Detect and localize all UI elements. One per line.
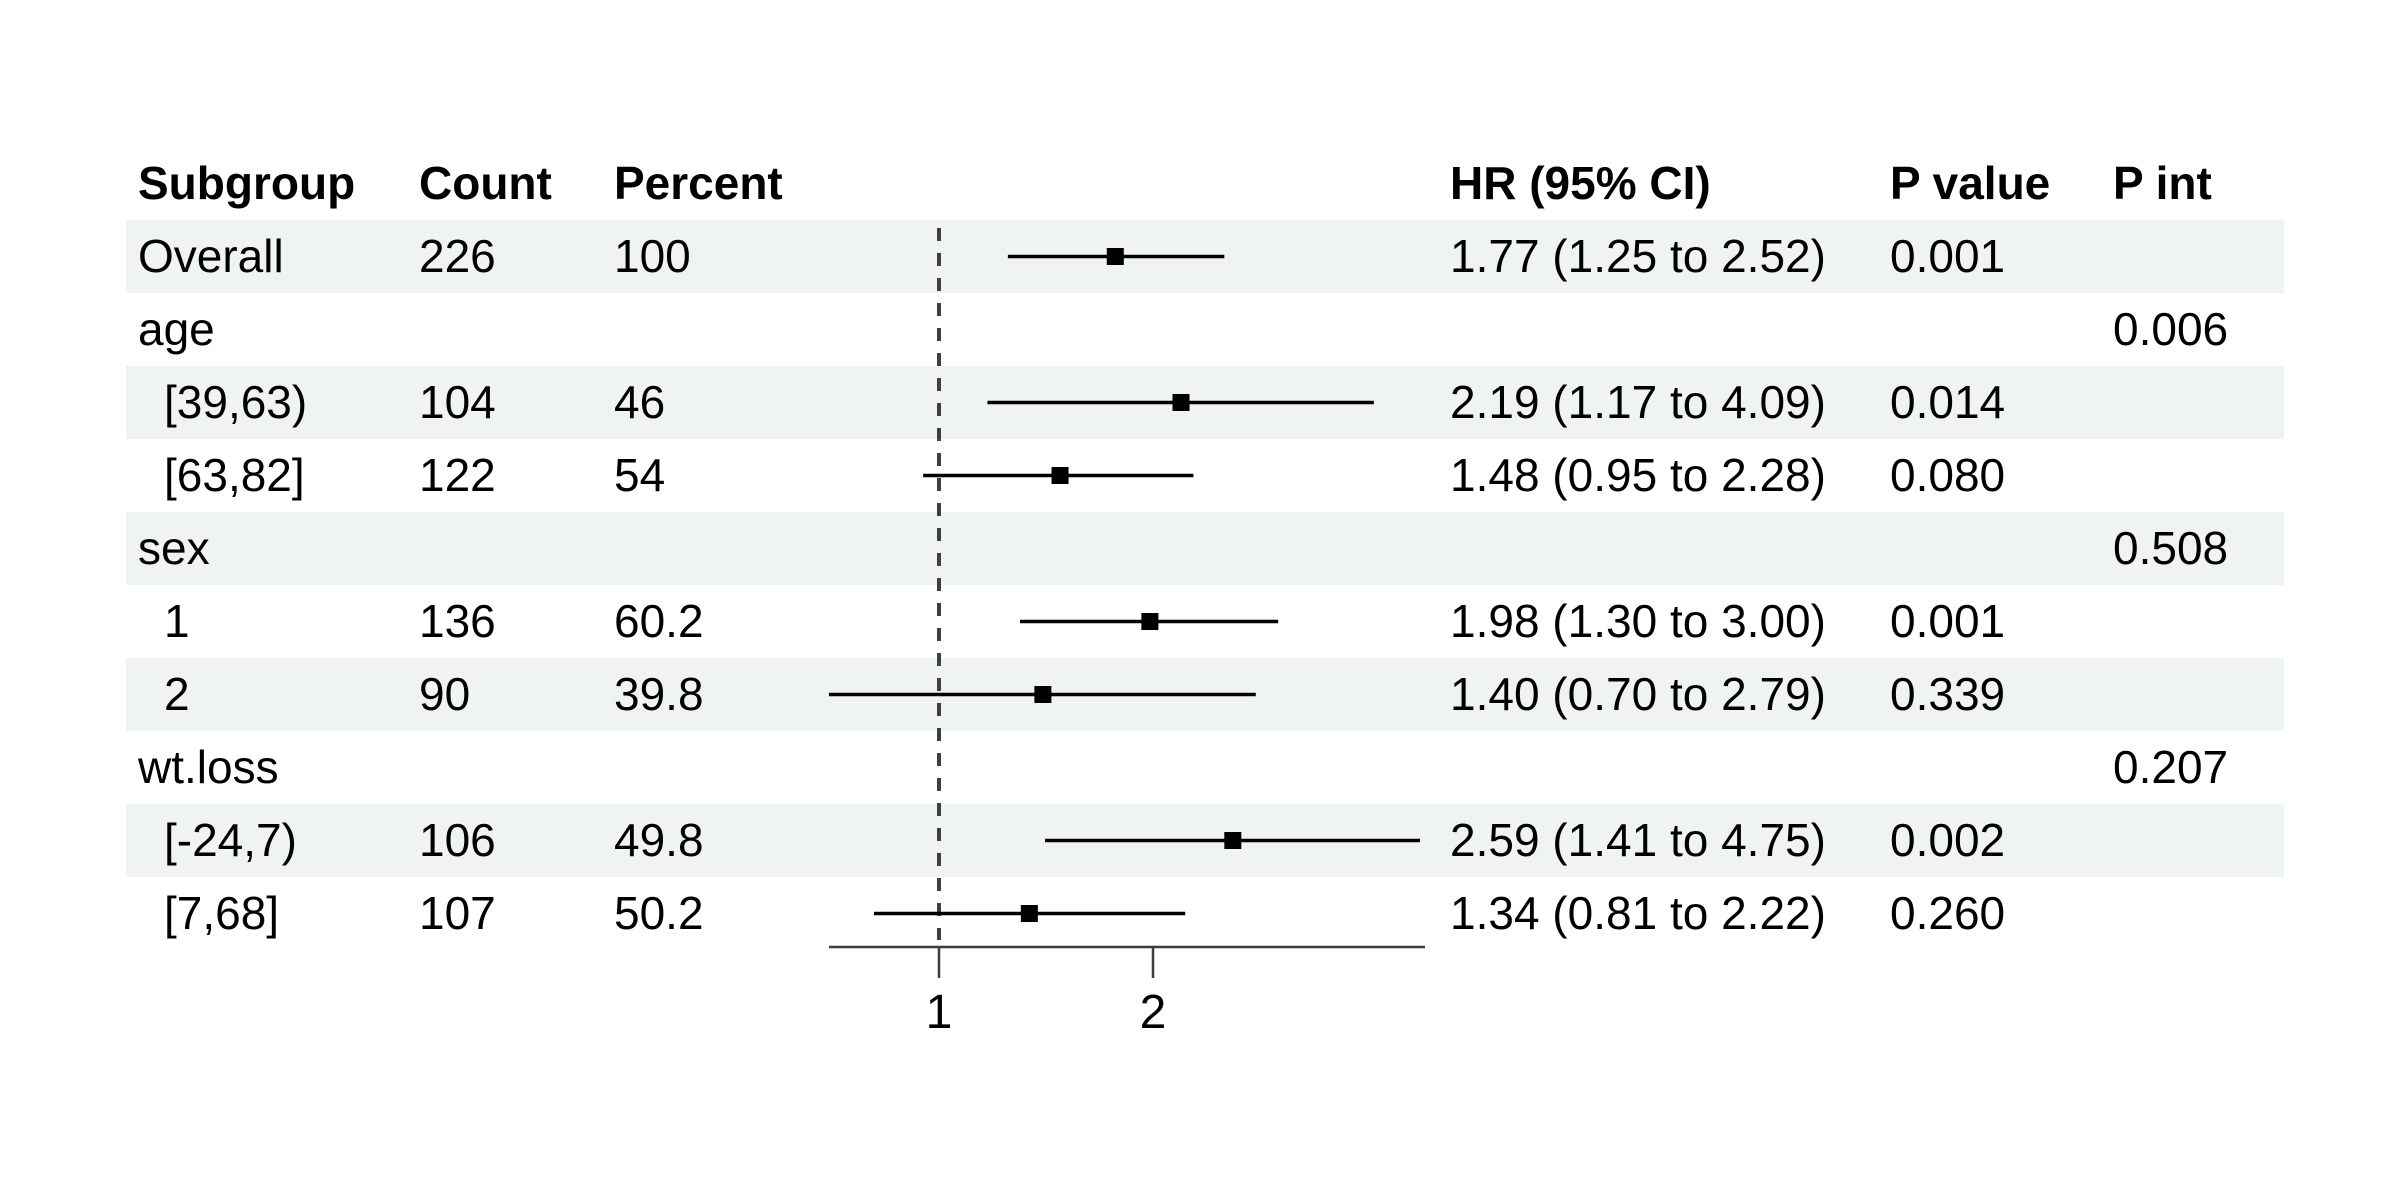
cell-subgroup: [7,68] bbox=[164, 887, 280, 939]
cell-subgroup: sex bbox=[138, 522, 210, 574]
table-row: [63,82] 122 54 1.48 (0.95 to 2.28) 0.080 bbox=[126, 439, 2284, 512]
cell-p_value: 0.001 bbox=[1890, 595, 2006, 647]
cell-p_value: 0.001 bbox=[1890, 230, 2006, 282]
table-row: sex 0.508 bbox=[126, 512, 2284, 585]
cell-p_int: 0.508 bbox=[2113, 522, 2229, 574]
table-row: 1 136 60.2 1.98 (1.30 to 3.00) 0.001 bbox=[126, 585, 2284, 658]
column-header-hr_ci: HR (95% CI) bbox=[1450, 157, 1711, 209]
cell-hr_ci: 1.48 (0.95 to 2.28) bbox=[1450, 449, 1826, 501]
cell-hr_ci: 1.40 (0.70 to 2.79) bbox=[1450, 668, 1826, 720]
cell-percent: 54 bbox=[614, 449, 666, 501]
column-header-subgroup: Subgroup bbox=[138, 157, 356, 209]
column-header-count: Count bbox=[419, 157, 552, 209]
x-axis-tick-label: 1 bbox=[926, 986, 953, 1039]
cell-percent: 100 bbox=[614, 230, 691, 282]
cell-subgroup: [63,82] bbox=[164, 449, 305, 501]
table-row: 2 90 39.8 1.40 (0.70 to 2.79) 0.339 bbox=[126, 658, 2284, 731]
cell-count: 122 bbox=[419, 449, 496, 501]
cell-p_value: 0.260 bbox=[1890, 887, 2006, 939]
cell-p_value: 0.080 bbox=[1890, 449, 2006, 501]
cell-hr_ci: 2.19 (1.17 to 4.09) bbox=[1450, 376, 1826, 428]
cell-p_int: 0.207 bbox=[2113, 741, 2229, 793]
cell-count: 90 bbox=[419, 668, 471, 720]
table-row: [7,68] 107 50.2 1.34 (0.81 to 2.22) 0.260 bbox=[126, 877, 2284, 950]
cell-subgroup: age bbox=[138, 303, 215, 355]
cell-count: 226 bbox=[419, 230, 496, 282]
cell-p_int: 0.006 bbox=[2113, 303, 2229, 355]
table-row: age 0.006 bbox=[126, 293, 2284, 366]
x-axis-tick-label: 2 bbox=[1140, 986, 1167, 1039]
cell-hr_ci: 2.59 (1.41 to 4.75) bbox=[1450, 814, 1826, 866]
cell-percent: 50.2 bbox=[614, 887, 704, 939]
cell-subgroup: wt.loss bbox=[138, 741, 279, 793]
cell-hr_ci: 1.34 (0.81 to 2.22) bbox=[1450, 887, 1826, 939]
cell-subgroup: Overall bbox=[138, 230, 284, 282]
column-header-p_value: P value bbox=[1890, 157, 2051, 209]
table-row: [39,63) 104 46 2.19 (1.17 to 4.09) 0.014 bbox=[126, 366, 2284, 439]
cell-percent: 46 bbox=[614, 376, 666, 428]
cell-subgroup: [39,63) bbox=[164, 376, 308, 428]
cell-subgroup: [-24,7) bbox=[164, 814, 297, 866]
cell-p_value: 0.014 bbox=[1890, 376, 2006, 428]
cell-hr_ci: 1.77 (1.25 to 2.52) bbox=[1450, 230, 1826, 282]
column-header-percent: Percent bbox=[614, 157, 783, 209]
cell-hr_ci: 1.98 (1.30 to 3.00) bbox=[1450, 595, 1826, 647]
column-header-p_int: P int bbox=[2113, 157, 2212, 209]
cell-count: 136 bbox=[419, 595, 496, 647]
cell-percent: 49.8 bbox=[614, 814, 704, 866]
cell-percent: 60.2 bbox=[614, 595, 704, 647]
table-row: wt.loss 0.207 bbox=[126, 731, 2284, 804]
cell-percent: 39.8 bbox=[614, 668, 704, 720]
cell-count: 104 bbox=[419, 376, 496, 428]
cell-p_value: 0.339 bbox=[1890, 668, 2006, 720]
cell-subgroup: 1 bbox=[164, 595, 190, 647]
cell-count: 106 bbox=[419, 814, 496, 866]
table-row: [-24,7) 106 49.8 2.59 (1.41 to 4.75) 0.002 bbox=[126, 804, 2284, 877]
table-row: Overall 226 100 1.77 (1.25 to 2.52) 0.001 bbox=[126, 220, 2284, 293]
cell-count: 107 bbox=[419, 887, 496, 939]
cell-p_value: 0.002 bbox=[1890, 814, 2006, 866]
cell-subgroup: 2 bbox=[164, 668, 190, 720]
